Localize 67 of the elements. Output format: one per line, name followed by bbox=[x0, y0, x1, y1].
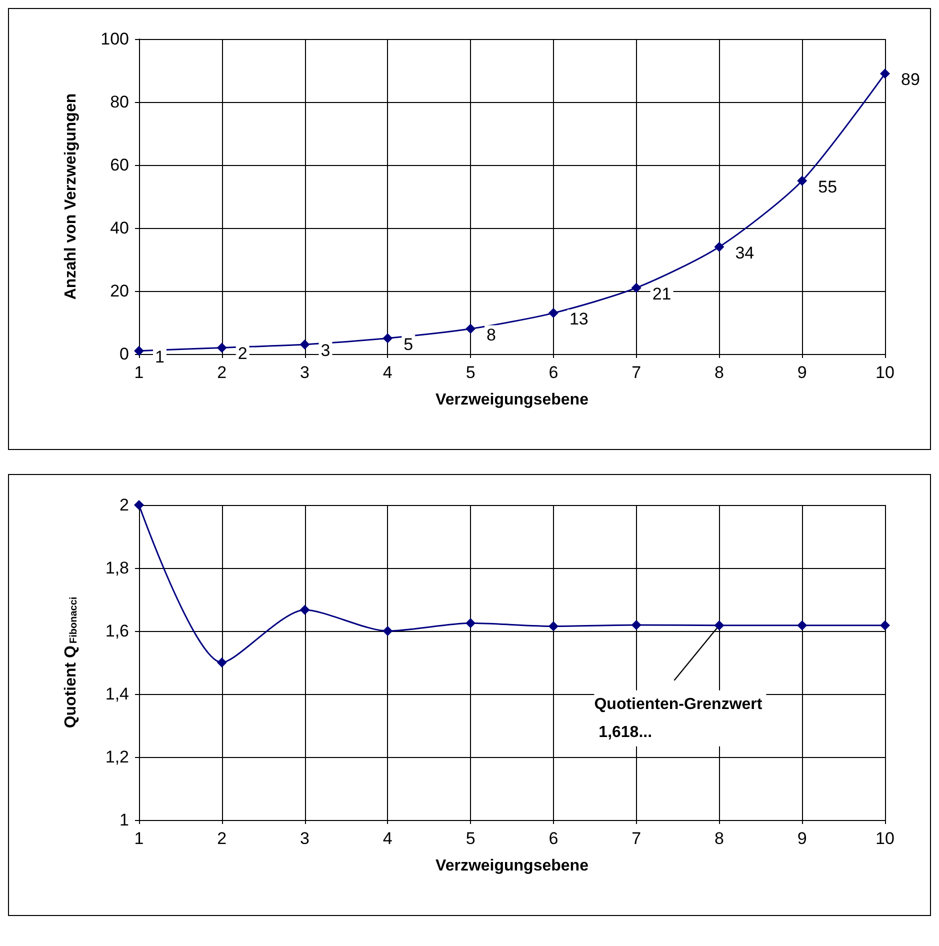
x-tick-label: 5 bbox=[466, 363, 476, 382]
point bbox=[548, 621, 558, 632]
point bbox=[880, 620, 890, 630]
y-axis-title: Anzahl von Verzweigungen bbox=[62, 93, 80, 300]
point bbox=[880, 68, 890, 79]
x-tick-label: 5 bbox=[466, 829, 476, 848]
point bbox=[382, 626, 393, 636]
data-label: 89 bbox=[901, 70, 920, 90]
point bbox=[466, 618, 476, 628]
data-label: 3 bbox=[320, 341, 330, 360]
data-label: 8 bbox=[486, 325, 496, 344]
x-tick-label: 1 bbox=[134, 829, 144, 848]
y-axis-title: Quotient QFibonacci bbox=[62, 596, 80, 728]
data-label: 2 bbox=[238, 344, 248, 364]
x-tick-label: 6 bbox=[548, 363, 558, 382]
x-axis-title: Verzweigungsebene bbox=[436, 392, 589, 408]
point bbox=[548, 308, 558, 318]
y-tick-label: 20 bbox=[110, 282, 129, 300]
point bbox=[216, 658, 227, 668]
x-tick-label: 6 bbox=[548, 829, 558, 848]
x-tick-label: 1 bbox=[134, 363, 144, 382]
data-label: 5 bbox=[404, 334, 414, 354]
x-tick-label: 8 bbox=[714, 829, 724, 848]
point bbox=[382, 333, 393, 344]
point bbox=[300, 604, 310, 615]
point bbox=[631, 282, 642, 293]
point bbox=[714, 620, 724, 630]
data-label: 1 bbox=[155, 347, 164, 366]
y-tick-label: 2 bbox=[120, 496, 129, 514]
data-label: 13 bbox=[569, 310, 588, 329]
x-tick-label: 2 bbox=[217, 829, 227, 848]
x-tick-label: 7 bbox=[632, 829, 642, 848]
y-tick-label: 60 bbox=[110, 156, 129, 174]
x-tick-label: 4 bbox=[382, 363, 392, 382]
x-tick-label: 9 bbox=[797, 363, 807, 382]
x-tick-label: 9 bbox=[797, 829, 807, 848]
data-label: 21 bbox=[652, 284, 672, 304]
y-tick-label: 0 bbox=[120, 344, 129, 364]
x-axis-title: Verzweigungsebene bbox=[436, 858, 589, 874]
point bbox=[300, 340, 310, 350]
y-tick-label: 100 bbox=[100, 30, 129, 48]
y-tick-label: 40 bbox=[110, 218, 129, 238]
y-tick-label: 1,2 bbox=[105, 748, 129, 766]
y-tick-label: 1,4 bbox=[105, 684, 129, 704]
x-tick-label: 2 bbox=[217, 363, 227, 382]
point bbox=[797, 620, 808, 630]
y-tick-label: 1 bbox=[120, 810, 129, 830]
point bbox=[714, 242, 724, 252]
x-tick-label: 10 bbox=[876, 363, 894, 382]
point bbox=[134, 346, 144, 356]
y-tick-label: 1,6 bbox=[105, 622, 129, 640]
data-label: 55 bbox=[818, 177, 838, 196]
x-tick-label: 4 bbox=[382, 829, 392, 848]
annotation: Quotienten-Grenzwert 1,618... bbox=[594, 696, 763, 741]
y-tick-label: 1,8 bbox=[105, 558, 129, 578]
y-tick-label: 80 bbox=[110, 92, 129, 112]
point bbox=[216, 342, 227, 353]
point bbox=[466, 324, 476, 334]
x-tick-label: 3 bbox=[300, 363, 310, 382]
x-tick-label: 3 bbox=[300, 829, 310, 848]
x-tick-label: 7 bbox=[632, 363, 642, 382]
data-label: 34 bbox=[735, 243, 754, 262]
x-tick-label: 8 bbox=[714, 363, 724, 382]
point bbox=[134, 500, 144, 510]
point bbox=[631, 620, 642, 630]
x-tick-label: 10 bbox=[876, 829, 894, 848]
point bbox=[797, 176, 808, 186]
